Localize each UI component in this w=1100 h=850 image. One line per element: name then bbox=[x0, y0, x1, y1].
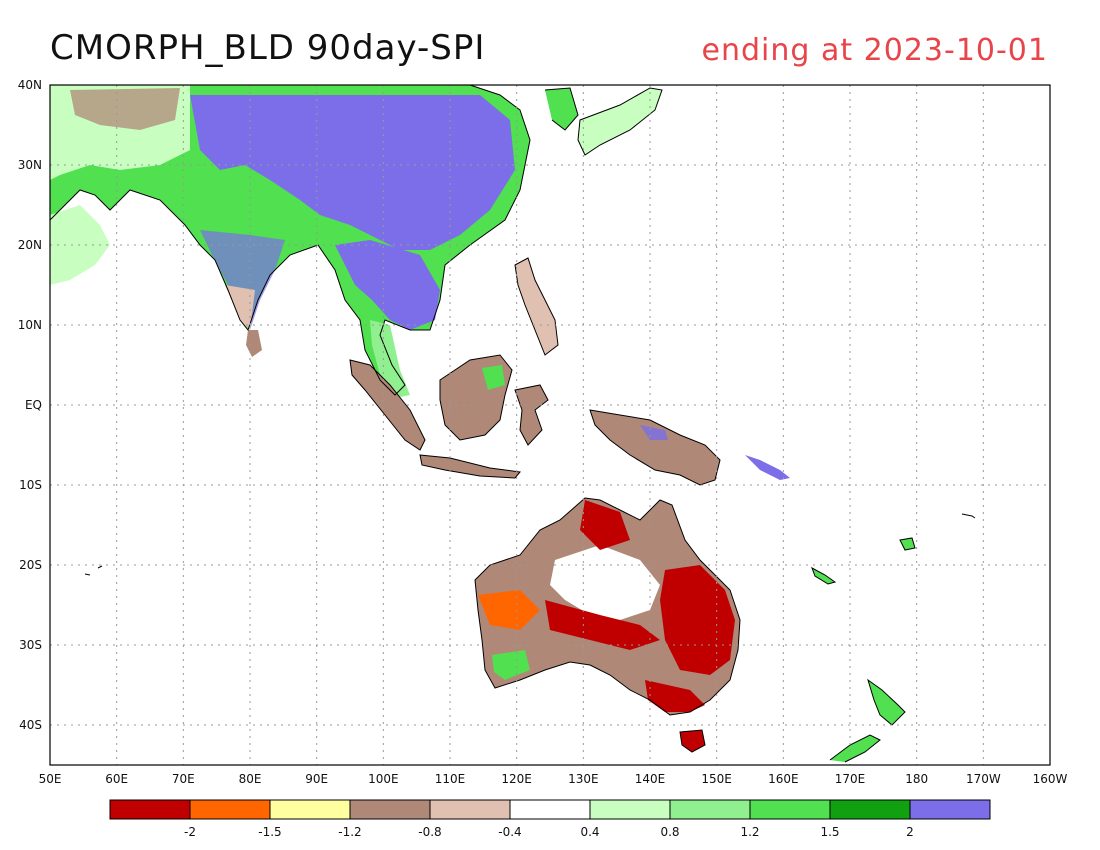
longitude-tick-label: 150E bbox=[701, 772, 732, 786]
colorbar-label: -0.4 bbox=[498, 825, 521, 839]
longitude-tick-label: 160W bbox=[1033, 772, 1068, 786]
colorbar-label: 1.5 bbox=[820, 825, 839, 839]
land-layer bbox=[50, 85, 915, 762]
colorbar: -2 -1.5 -1.2 -0.8 -0.4 0.4 0.8 1.2 1.5 2 bbox=[109, 799, 991, 839]
latitude-labels: 40N 30N 20N 10N EQ 10S 20S 30S 40S bbox=[18, 78, 42, 732]
colorbar-label: -1.2 bbox=[338, 825, 361, 839]
colorbar-swatch bbox=[749, 799, 831, 820]
australia-north-orange bbox=[580, 500, 630, 550]
latitude-tick-label: 30S bbox=[19, 638, 42, 652]
colorbar-label: -1.5 bbox=[258, 825, 281, 839]
coastline-layer bbox=[49, 84, 976, 763]
map-frame bbox=[49, 84, 1051, 766]
longitude-tick-label: 140E bbox=[635, 772, 666, 786]
colorbar-swatch bbox=[589, 799, 671, 820]
longitude-tick-label: 70E bbox=[172, 772, 195, 786]
tasmania bbox=[680, 730, 705, 752]
india-south bbox=[225, 285, 255, 330]
colorbar-swatch bbox=[909, 799, 991, 820]
colorbar-label: 0.8 bbox=[660, 825, 679, 839]
indochina bbox=[335, 240, 440, 330]
australia-west-orange bbox=[478, 590, 540, 630]
new-caledonia bbox=[812, 568, 835, 584]
colorbar-label: 2 bbox=[906, 825, 914, 839]
borneo-wet bbox=[482, 365, 505, 390]
longitude-tick-label: 90E bbox=[305, 772, 328, 786]
java bbox=[420, 455, 520, 478]
longitude-tick-label: 180 bbox=[905, 772, 928, 786]
sulawesi bbox=[515, 385, 548, 445]
colorbar-swatch bbox=[109, 799, 191, 820]
new-guinea bbox=[590, 410, 720, 485]
colorbar-swatch bbox=[189, 799, 271, 820]
new-guinea-wet bbox=[640, 425, 668, 440]
longitude-tick-label: 110E bbox=[435, 772, 466, 786]
solomon-islands bbox=[745, 455, 790, 480]
colorbar-label: -2 bbox=[184, 825, 196, 839]
australia-interior-white bbox=[550, 545, 660, 620]
latitude-tick-label: 20S bbox=[19, 558, 42, 572]
longitude-tick-label: 120E bbox=[501, 772, 532, 786]
new-zealand-north bbox=[868, 680, 905, 725]
colorbar-swatch bbox=[429, 799, 511, 820]
longitude-tick-label: 50E bbox=[39, 772, 62, 786]
map-title: CMORPH_BLD 90day-SPI bbox=[50, 28, 486, 68]
colorbar-swatch bbox=[669, 799, 751, 820]
colorbar-swatch bbox=[269, 799, 351, 820]
new-zealand-south bbox=[830, 735, 880, 762]
colorbar-swatch bbox=[349, 799, 431, 820]
longitude-tick-label: 170W bbox=[966, 772, 1001, 786]
korea bbox=[545, 88, 578, 130]
sri-lanka bbox=[246, 330, 262, 357]
longitude-tick-label: 60E bbox=[105, 772, 128, 786]
longitude-tick-label: 80E bbox=[239, 772, 262, 786]
philippines bbox=[515, 258, 558, 355]
date-subtitle: ending at 2023-10-01 bbox=[701, 33, 1048, 68]
colorbar-swatch bbox=[509, 799, 591, 820]
australia-southeast bbox=[645, 680, 705, 712]
australia-central-dry bbox=[545, 600, 660, 650]
japan bbox=[578, 88, 662, 155]
australia-east-dry bbox=[660, 565, 735, 675]
latitude-tick-label: 40N bbox=[18, 78, 42, 92]
central-asia-brown bbox=[70, 88, 180, 130]
latitude-tick-label: 10S bbox=[19, 478, 42, 492]
longitude-tick-label: 130E bbox=[568, 772, 599, 786]
longitude-tick-label: 170E bbox=[835, 772, 866, 786]
longitude-tick-label: 100E bbox=[368, 772, 399, 786]
china-wet-region bbox=[190, 95, 515, 250]
india-wet bbox=[200, 230, 285, 330]
longitude-tick-label: 160E bbox=[768, 772, 799, 786]
colorbar-label: -0.8 bbox=[418, 825, 441, 839]
map-gridlines bbox=[50, 85, 1050, 765]
latitude-tick-label: 10N bbox=[18, 318, 42, 332]
longitude-labels: 50E 60E 70E 80E 90E 100E 110E 120E 130E 140E 150E 1… bbox=[39, 772, 1068, 786]
colorbar-label: 1.2 bbox=[740, 825, 759, 839]
latitude-tick-label: 40S bbox=[19, 718, 42, 732]
colorbar-label: 0.4 bbox=[580, 825, 599, 839]
latitude-tick-label: 20N bbox=[18, 238, 42, 252]
australia-sw-wet bbox=[492, 650, 530, 680]
colorbar-swatch bbox=[829, 799, 911, 820]
latitude-tick-label: EQ bbox=[25, 398, 42, 412]
latitude-tick-label: 30N bbox=[18, 158, 42, 172]
